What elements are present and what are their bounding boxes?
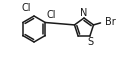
Text: Cl: Cl: [22, 3, 31, 13]
Text: N: N: [80, 8, 88, 18]
Text: Cl: Cl: [46, 10, 56, 20]
Text: Br: Br: [104, 17, 115, 27]
Text: S: S: [87, 37, 93, 47]
